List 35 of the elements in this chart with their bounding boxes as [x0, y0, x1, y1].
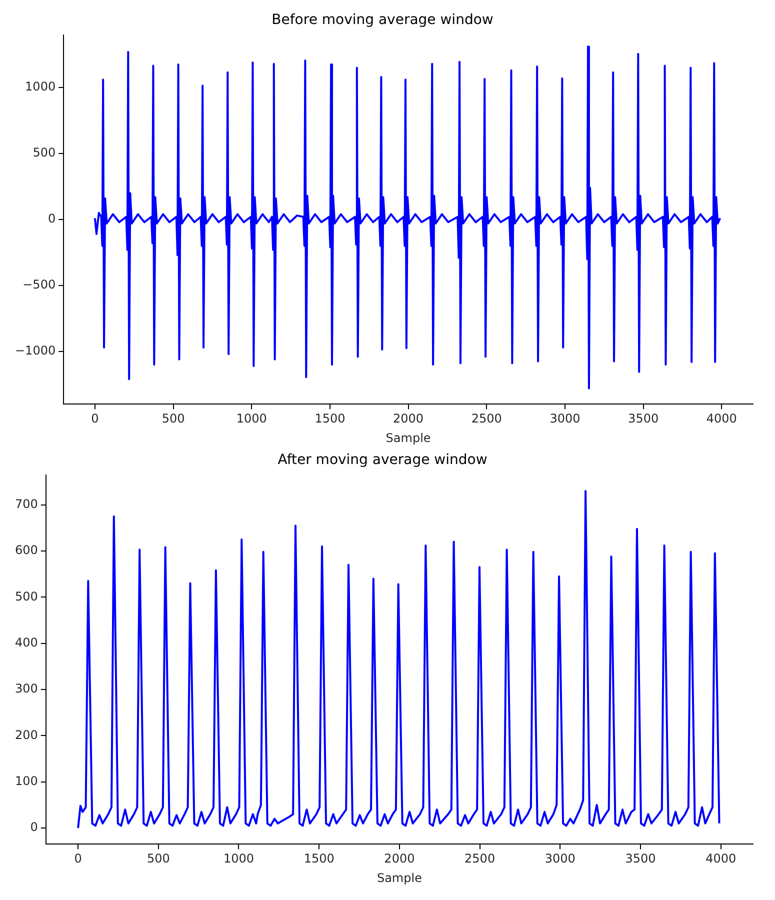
x-tick-label: 3000	[544, 852, 576, 866]
x-tick-label: 2000	[393, 412, 424, 426]
x-tick-label: 1500	[314, 412, 346, 426]
y-tick-label: 0	[30, 820, 38, 834]
x-tick-label: 2500	[464, 852, 496, 866]
x-tick-label: 4000	[706, 412, 737, 426]
x-tick-label: 3500	[628, 412, 659, 426]
x-tick-label: 3000	[550, 412, 580, 426]
x-tick-label: 3500	[625, 852, 656, 866]
chart-title: Before moving average window	[272, 12, 494, 28]
y-tick-label: 200	[15, 728, 38, 742]
x-tick-label: 4000	[706, 852, 736, 866]
y-tick-label: 1000	[25, 80, 56, 94]
x-tick-label: 2000	[384, 852, 415, 866]
x-tick-label: 500	[162, 412, 185, 426]
chart-title: After moving average window	[278, 452, 488, 468]
y-tick-label: 500	[32, 146, 56, 160]
x-tick-label: 0	[91, 412, 99, 426]
y-tick-label: 400	[15, 635, 38, 650]
x-tick-label: 1000	[223, 852, 254, 866]
x-tick-label: 1500	[304, 852, 334, 866]
x-axis-title: Sample	[376, 870, 422, 885]
y-tick-label: 300	[15, 682, 38, 696]
x-tick-label: 0	[74, 852, 82, 866]
y-tick-label: −500	[22, 278, 56, 292]
y-tick-label: 600	[15, 543, 38, 558]
x-axis-title: Sample	[386, 430, 431, 445]
y-tick-label: −1000	[15, 344, 56, 358]
y-tick-label: 0	[48, 212, 56, 226]
x-tick-label: 1000	[236, 412, 267, 426]
y-tick-label: 500	[15, 589, 38, 604]
x-tick-label: 500	[146, 852, 170, 866]
x-tick-label: 2500	[471, 412, 502, 426]
y-tick-label: 100	[15, 774, 38, 788]
y-tick-label: 700	[15, 496, 38, 511]
